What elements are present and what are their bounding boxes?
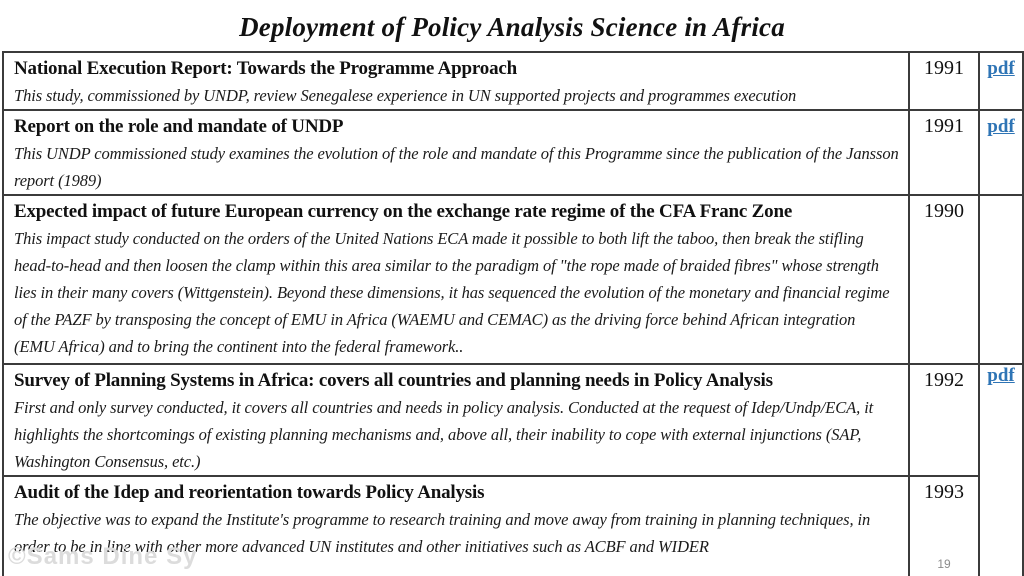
link-cell-empty (978, 194, 1024, 365)
year-cell: 1992 (908, 363, 980, 477)
pdf-link[interactable]: pdf (987, 365, 1015, 386)
table-row: Report on the role and mandate of UNDP T… (2, 109, 1024, 196)
report-cell: Survey of Planning Systems in Africa: co… (2, 363, 910, 477)
table-row: Survey of Planning Systems in Africa: co… (2, 363, 1024, 576)
page-number: 19 (937, 557, 951, 571)
report-year: 1991 (924, 57, 964, 79)
report-title: Audit of the Idep and reorientation towa… (14, 482, 485, 503)
year-cell: 1993 19 (908, 475, 980, 576)
report-year: 1993 (924, 481, 964, 503)
link-cell: pdf (978, 109, 1024, 196)
table-row: Audit of the Idep and reorientation towa… (2, 475, 1023, 576)
report-title: National Execution Report: Towards the P… (14, 58, 518, 79)
report-description: First and only survey conducted, it cove… (14, 398, 874, 471)
report-description: This UNDP commissioned study examines th… (14, 144, 899, 190)
link-cell: pdf (978, 51, 1024, 111)
pdf-link[interactable]: pdf (987, 116, 1015, 137)
table-row: Expected impact of future European curre… (2, 194, 1024, 365)
report-year: 1992 (924, 369, 964, 391)
report-year: 1990 (924, 200, 964, 222)
report-cell: Audit of the Idep and reorientation towa… (2, 475, 910, 576)
report-cell: Report on the role and mandate of UNDP T… (2, 109, 910, 196)
pdf-link[interactable]: pdf (987, 58, 1015, 79)
year-cell: 1991 (908, 51, 980, 111)
year-cell: 1991 (908, 109, 980, 196)
report-table: National Execution Report: Towards the P… (2, 51, 1024, 576)
report-description: This impact study conducted on the order… (14, 229, 890, 356)
report-title: Survey of Planning Systems in Africa: co… (14, 370, 773, 391)
report-description: The objective was to expand the Institut… (14, 510, 871, 556)
report-year: 1991 (924, 115, 964, 137)
report-title: Report on the role and mandate of UNDP (14, 116, 344, 137)
report-description: This study, commissioned by UNDP, review… (14, 86, 797, 105)
year-cell: 1990 (908, 194, 980, 365)
report-cell: Expected impact of future European curre… (2, 194, 910, 365)
table-row: National Execution Report: Towards the P… (2, 51, 1024, 111)
report-title: Expected impact of future European curre… (14, 201, 793, 222)
page-title: Deployment of Policy Analysis Science in… (239, 12, 785, 42)
report-cell: National Execution Report: Towards the P… (2, 51, 910, 111)
link-cell-merged: pdf (978, 363, 1024, 576)
